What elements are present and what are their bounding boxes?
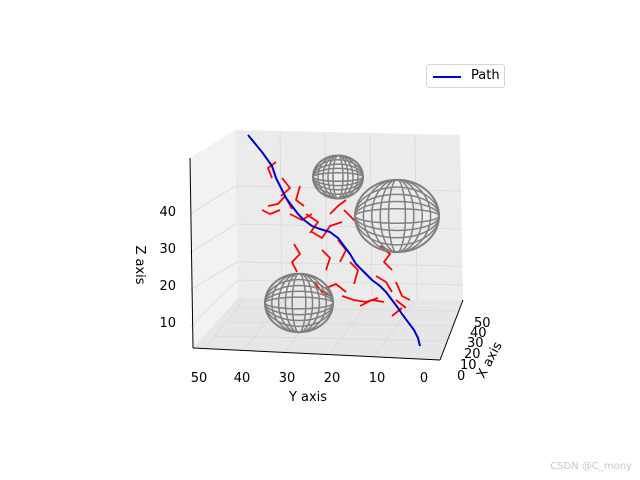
z-tick-label: 10 (159, 316, 176, 331)
rrt-tree (261, 161, 411, 317)
legend: Path (426, 64, 505, 88)
tree-branch (329, 199, 347, 215)
axis-lines (189, 157, 464, 361)
grid-line (189, 185, 236, 215)
z-tick-label: 40 (159, 205, 176, 220)
y-tick-label: 50 (191, 371, 208, 386)
path-series-line (247, 134, 421, 347)
path-line (247, 134, 421, 347)
grid-line (374, 299, 416, 357)
x-tick-label: 20 (464, 347, 481, 362)
x-tick-label: 50 (474, 316, 491, 331)
tree-branch (325, 283, 347, 293)
y-tick-label: 20 (324, 371, 341, 386)
sphere-latitude (312, 159, 364, 195)
grid-line (236, 307, 457, 312)
obstacle-sphere (312, 154, 364, 200)
y-tick-label: 10 (369, 371, 386, 386)
left-pane (190, 130, 238, 348)
sphere-meridian (271, 273, 327, 333)
floor-pane (193, 298, 463, 360)
grid-line (204, 297, 246, 349)
y-tick-label: 40 (234, 371, 251, 386)
sphere-meridian (362, 179, 432, 253)
tree-branch (261, 209, 281, 215)
tree-branch (311, 221, 343, 239)
z-axis-line (189, 157, 194, 349)
y-axis-line (192, 347, 441, 361)
grid-line (236, 261, 463, 267)
grid-line (189, 279, 239, 328)
x-tick-label: 0 (457, 369, 465, 384)
grid-lines (189, 130, 463, 357)
tree-branch (321, 249, 331, 271)
grid-line (369, 132, 373, 300)
y-tick-label: 0 (420, 371, 428, 386)
grid-line (279, 130, 283, 300)
tree-branch (395, 299, 407, 309)
grid-line (227, 321, 453, 327)
sphere-latitude (264, 278, 334, 328)
grid-line (235, 223, 462, 230)
tree-branch (391, 307, 403, 317)
grid-line (214, 335, 449, 342)
sphere-meridian (317, 154, 359, 200)
tree-branch (267, 161, 277, 179)
tree-branch (395, 281, 411, 301)
tree-branch (349, 261, 359, 285)
x-axis-line (439, 299, 464, 361)
x-tick-label: 30 (467, 336, 484, 351)
z-tick-label: 30 (159, 242, 176, 257)
sphere-latitude (354, 186, 440, 246)
z-tick-label: 20 (159, 279, 176, 294)
z-axis-title: Z axis (132, 245, 147, 284)
watermark: CSDN @C_mony (550, 461, 632, 472)
legend-label: Path (471, 68, 500, 83)
grid-line (329, 298, 371, 355)
legend-line-swatch (433, 76, 461, 78)
tree-branch (375, 275, 393, 293)
grid-line (189, 261, 238, 291)
x-tick-label: 10 (460, 358, 477, 373)
y-tick-label: 30 (279, 371, 296, 386)
tree-branch (295, 185, 305, 207)
grid-line (189, 223, 237, 254)
obstacles (264, 154, 440, 334)
y-axis-title: Y axis (288, 390, 327, 405)
tree-branch (305, 213, 319, 234)
tree-branch (291, 243, 301, 273)
obstacle-sphere (354, 178, 440, 254)
grid-line (414, 133, 418, 301)
obstacle-sphere (264, 272, 334, 334)
x-tick-label: 40 (470, 326, 487, 341)
tree-branch (359, 299, 385, 307)
